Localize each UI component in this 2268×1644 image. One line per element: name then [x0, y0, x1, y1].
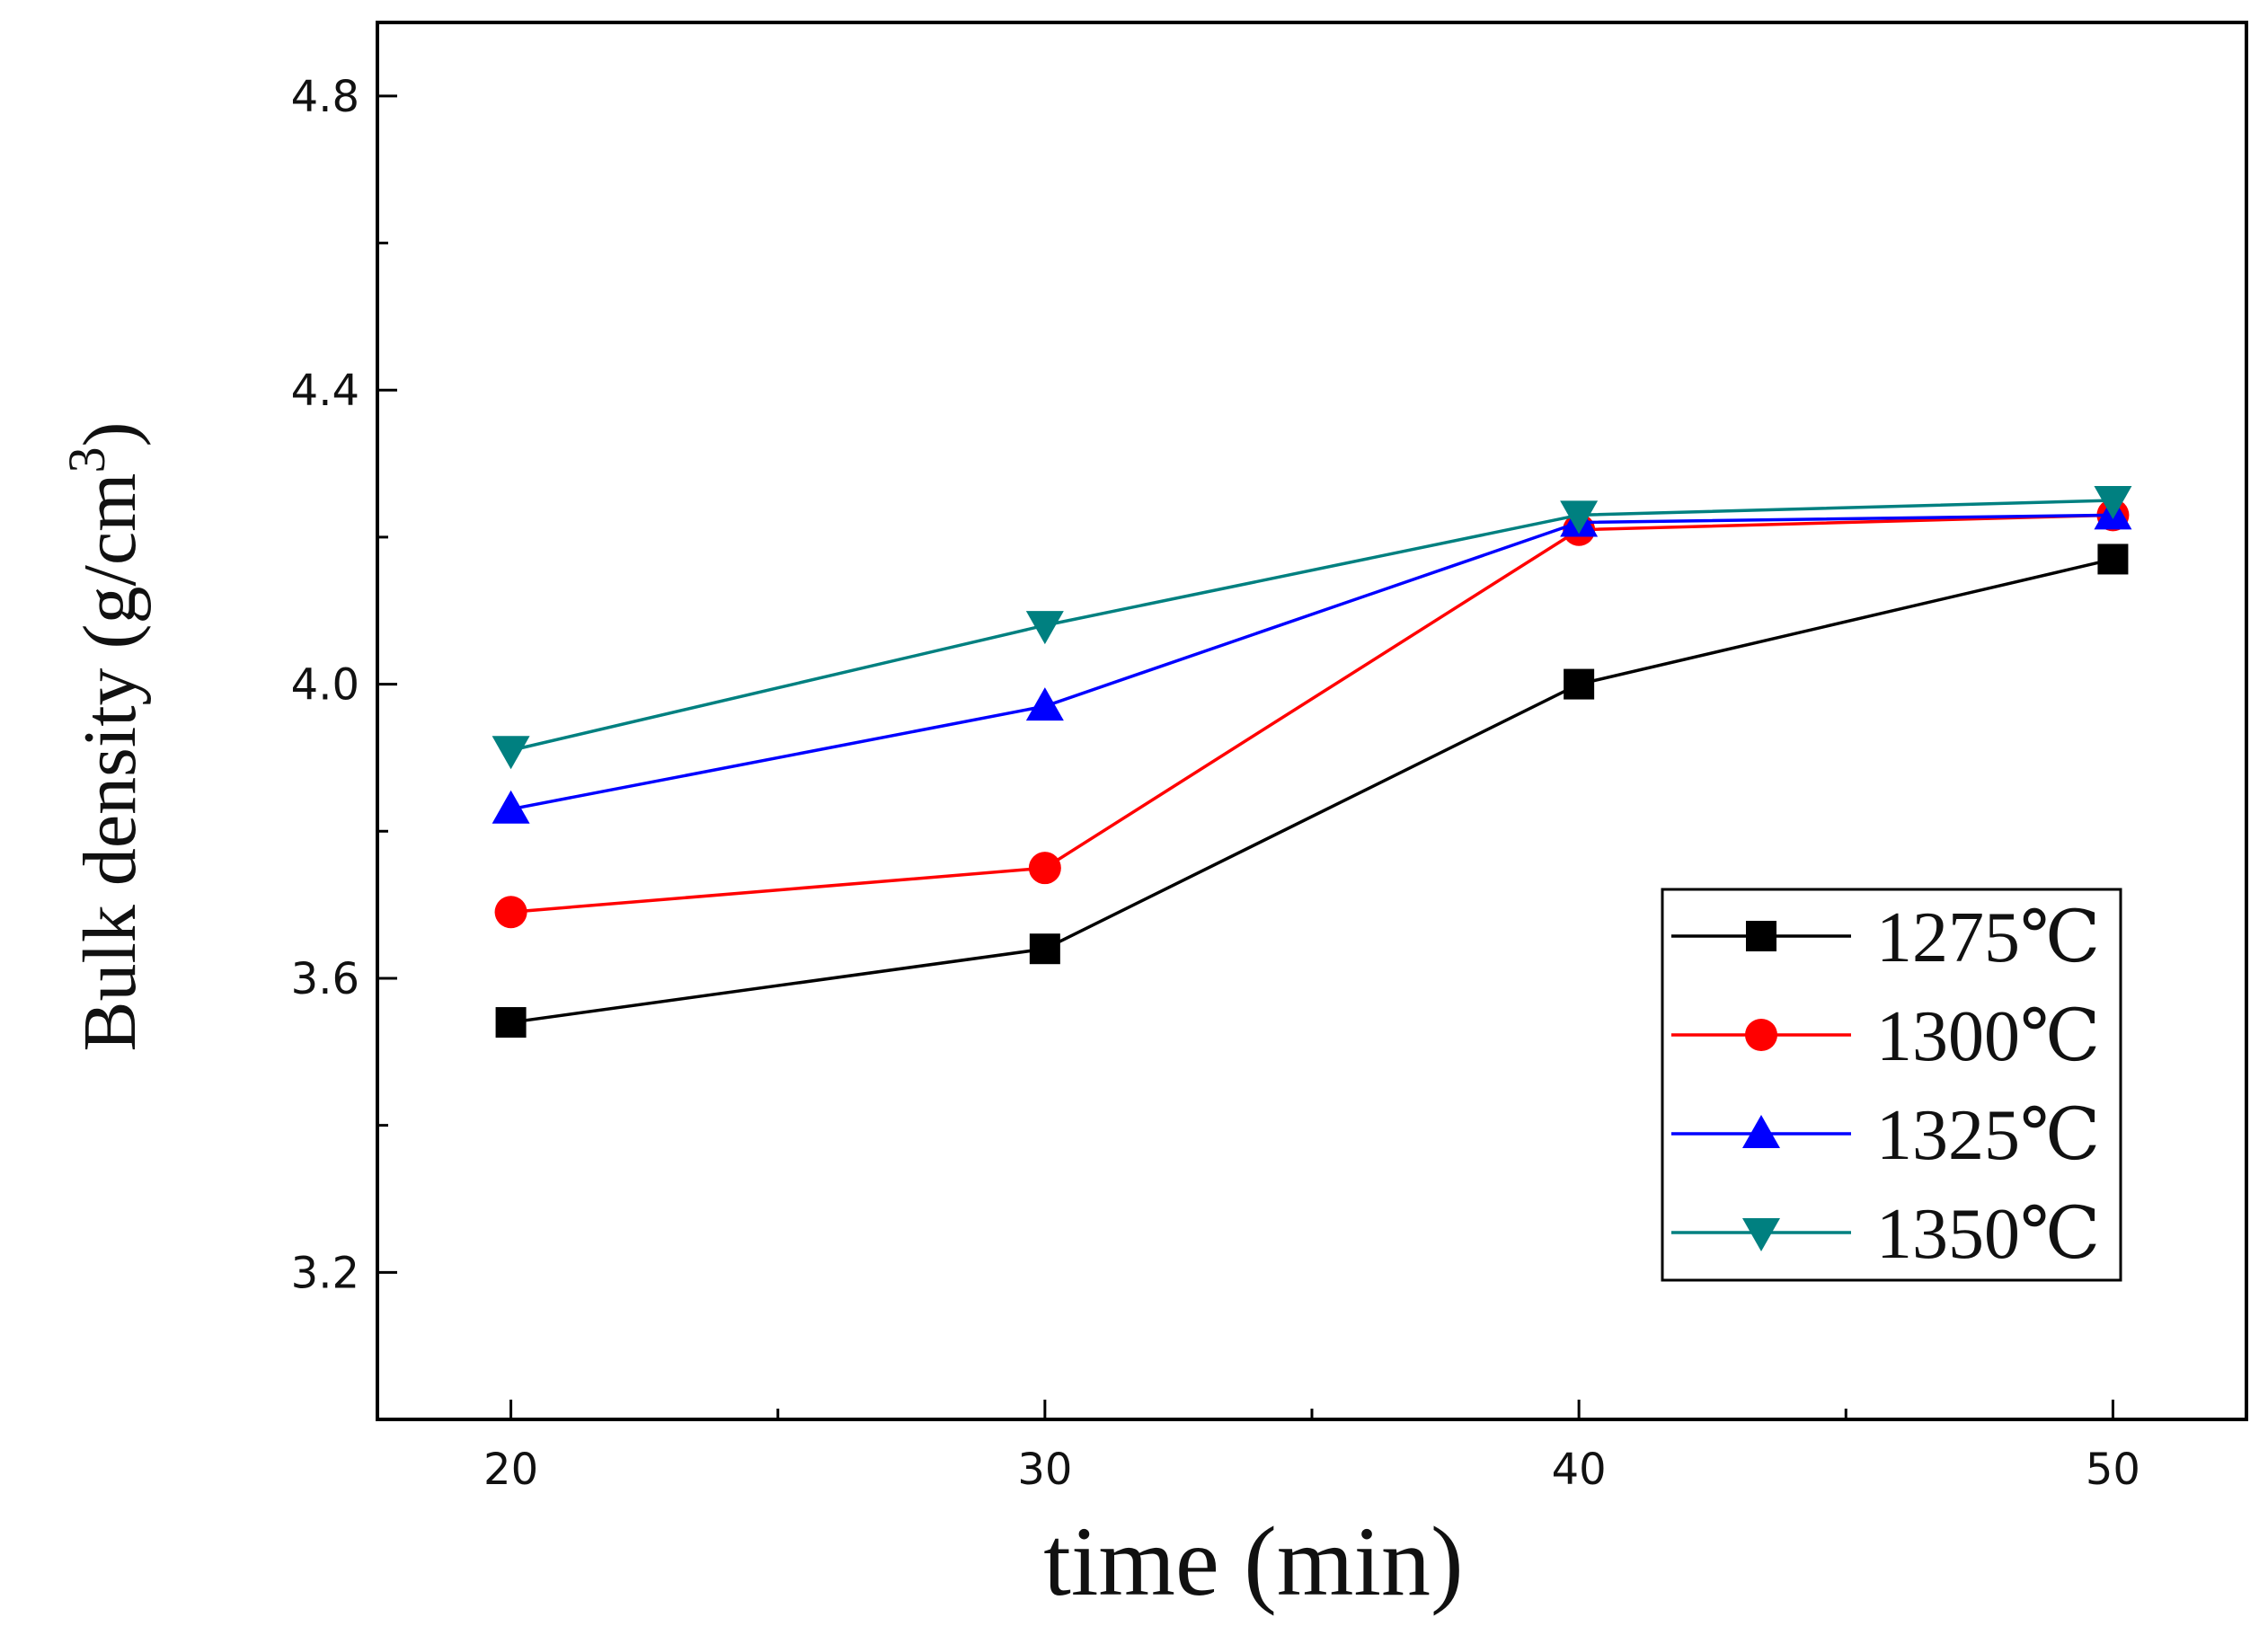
series-line-0 [510, 557, 2113, 1024]
x-axis-title: time (min) [1043, 1507, 1463, 1616]
y-tick-label: 4.4 [291, 366, 359, 416]
legend-label-0: 1275℃ [1876, 898, 2101, 977]
legend-marker-2 [1742, 1115, 1780, 1148]
x-tick-label: 50 [2086, 1445, 2140, 1495]
legend-marker-0 [1746, 921, 1776, 951]
legend-label-2: 1325℃ [1876, 1096, 2101, 1175]
x-tick-label: 30 [1017, 1445, 1072, 1495]
legend-label-1: 1300℃ [1876, 997, 2101, 1076]
data-point-1-1 [1028, 852, 1061, 885]
y-tick-label: 4.8 [291, 72, 359, 122]
data-point-3-2 [1560, 500, 1599, 535]
series-line-2 [510, 513, 2113, 811]
y-tick-label: 3.6 [291, 954, 359, 1004]
legend-label-3: 1350℃ [1876, 1195, 2101, 1274]
x-tick-label: 20 [483, 1445, 538, 1495]
y-tick-label: 3.2 [291, 1248, 359, 1298]
data-point-0-2 [1564, 668, 1595, 700]
data-point-3-0 [492, 736, 530, 770]
data-point-1-0 [494, 896, 527, 929]
legend-box [1661, 888, 2122, 1282]
x-tick-label: 40 [1552, 1445, 1607, 1495]
series-line-1 [510, 513, 2113, 915]
data-point-0-0 [495, 1007, 527, 1039]
data-point-0-1 [1029, 933, 1060, 965]
y-tick-label: 4.0 [291, 660, 359, 711]
legend-marker-3 [1742, 1218, 1780, 1251]
y-axis-title: Bulk density (g/cm3) [58, 422, 152, 1052]
data-point-3-1 [1025, 611, 1064, 645]
data-point-3-3 [2094, 485, 2132, 519]
legend-marker-1 [1745, 1019, 1777, 1051]
data-point-2-1 [1025, 687, 1064, 721]
data-point-0-3 [2097, 544, 2129, 575]
series-line-3 [510, 499, 2113, 752]
data-point-2-0 [492, 790, 530, 824]
